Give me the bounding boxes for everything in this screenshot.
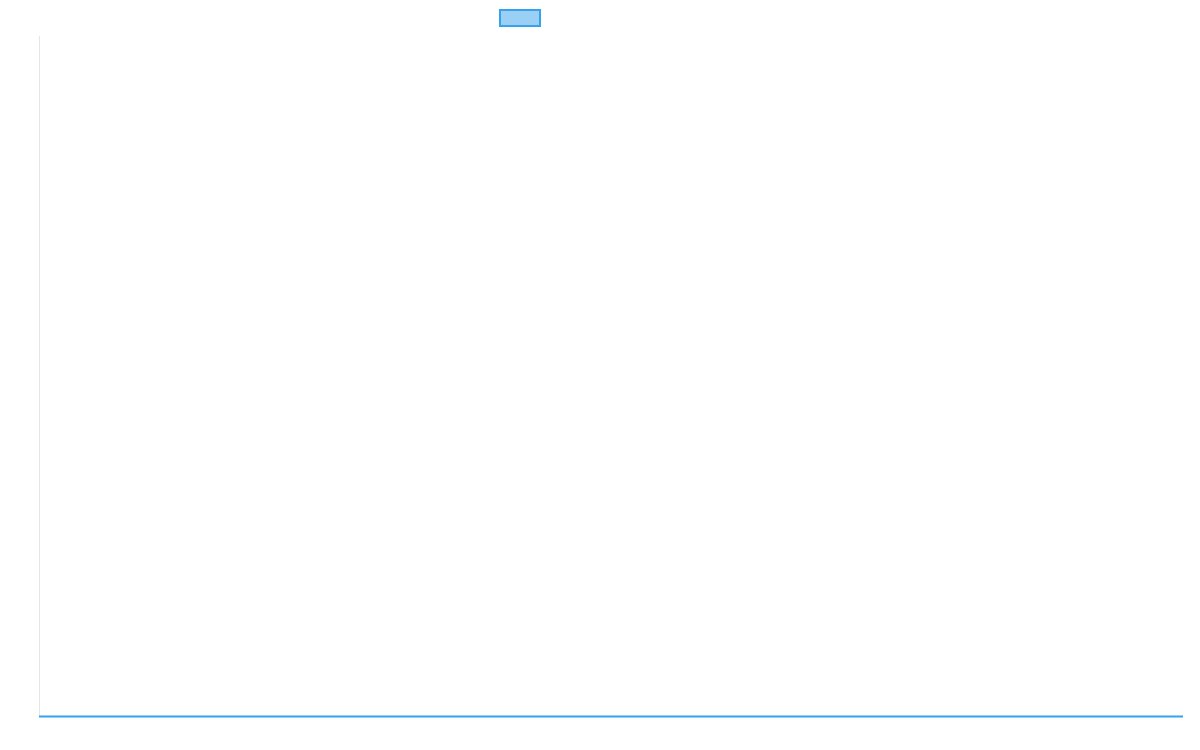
legend-swatch[interactable] (499, 9, 541, 27)
